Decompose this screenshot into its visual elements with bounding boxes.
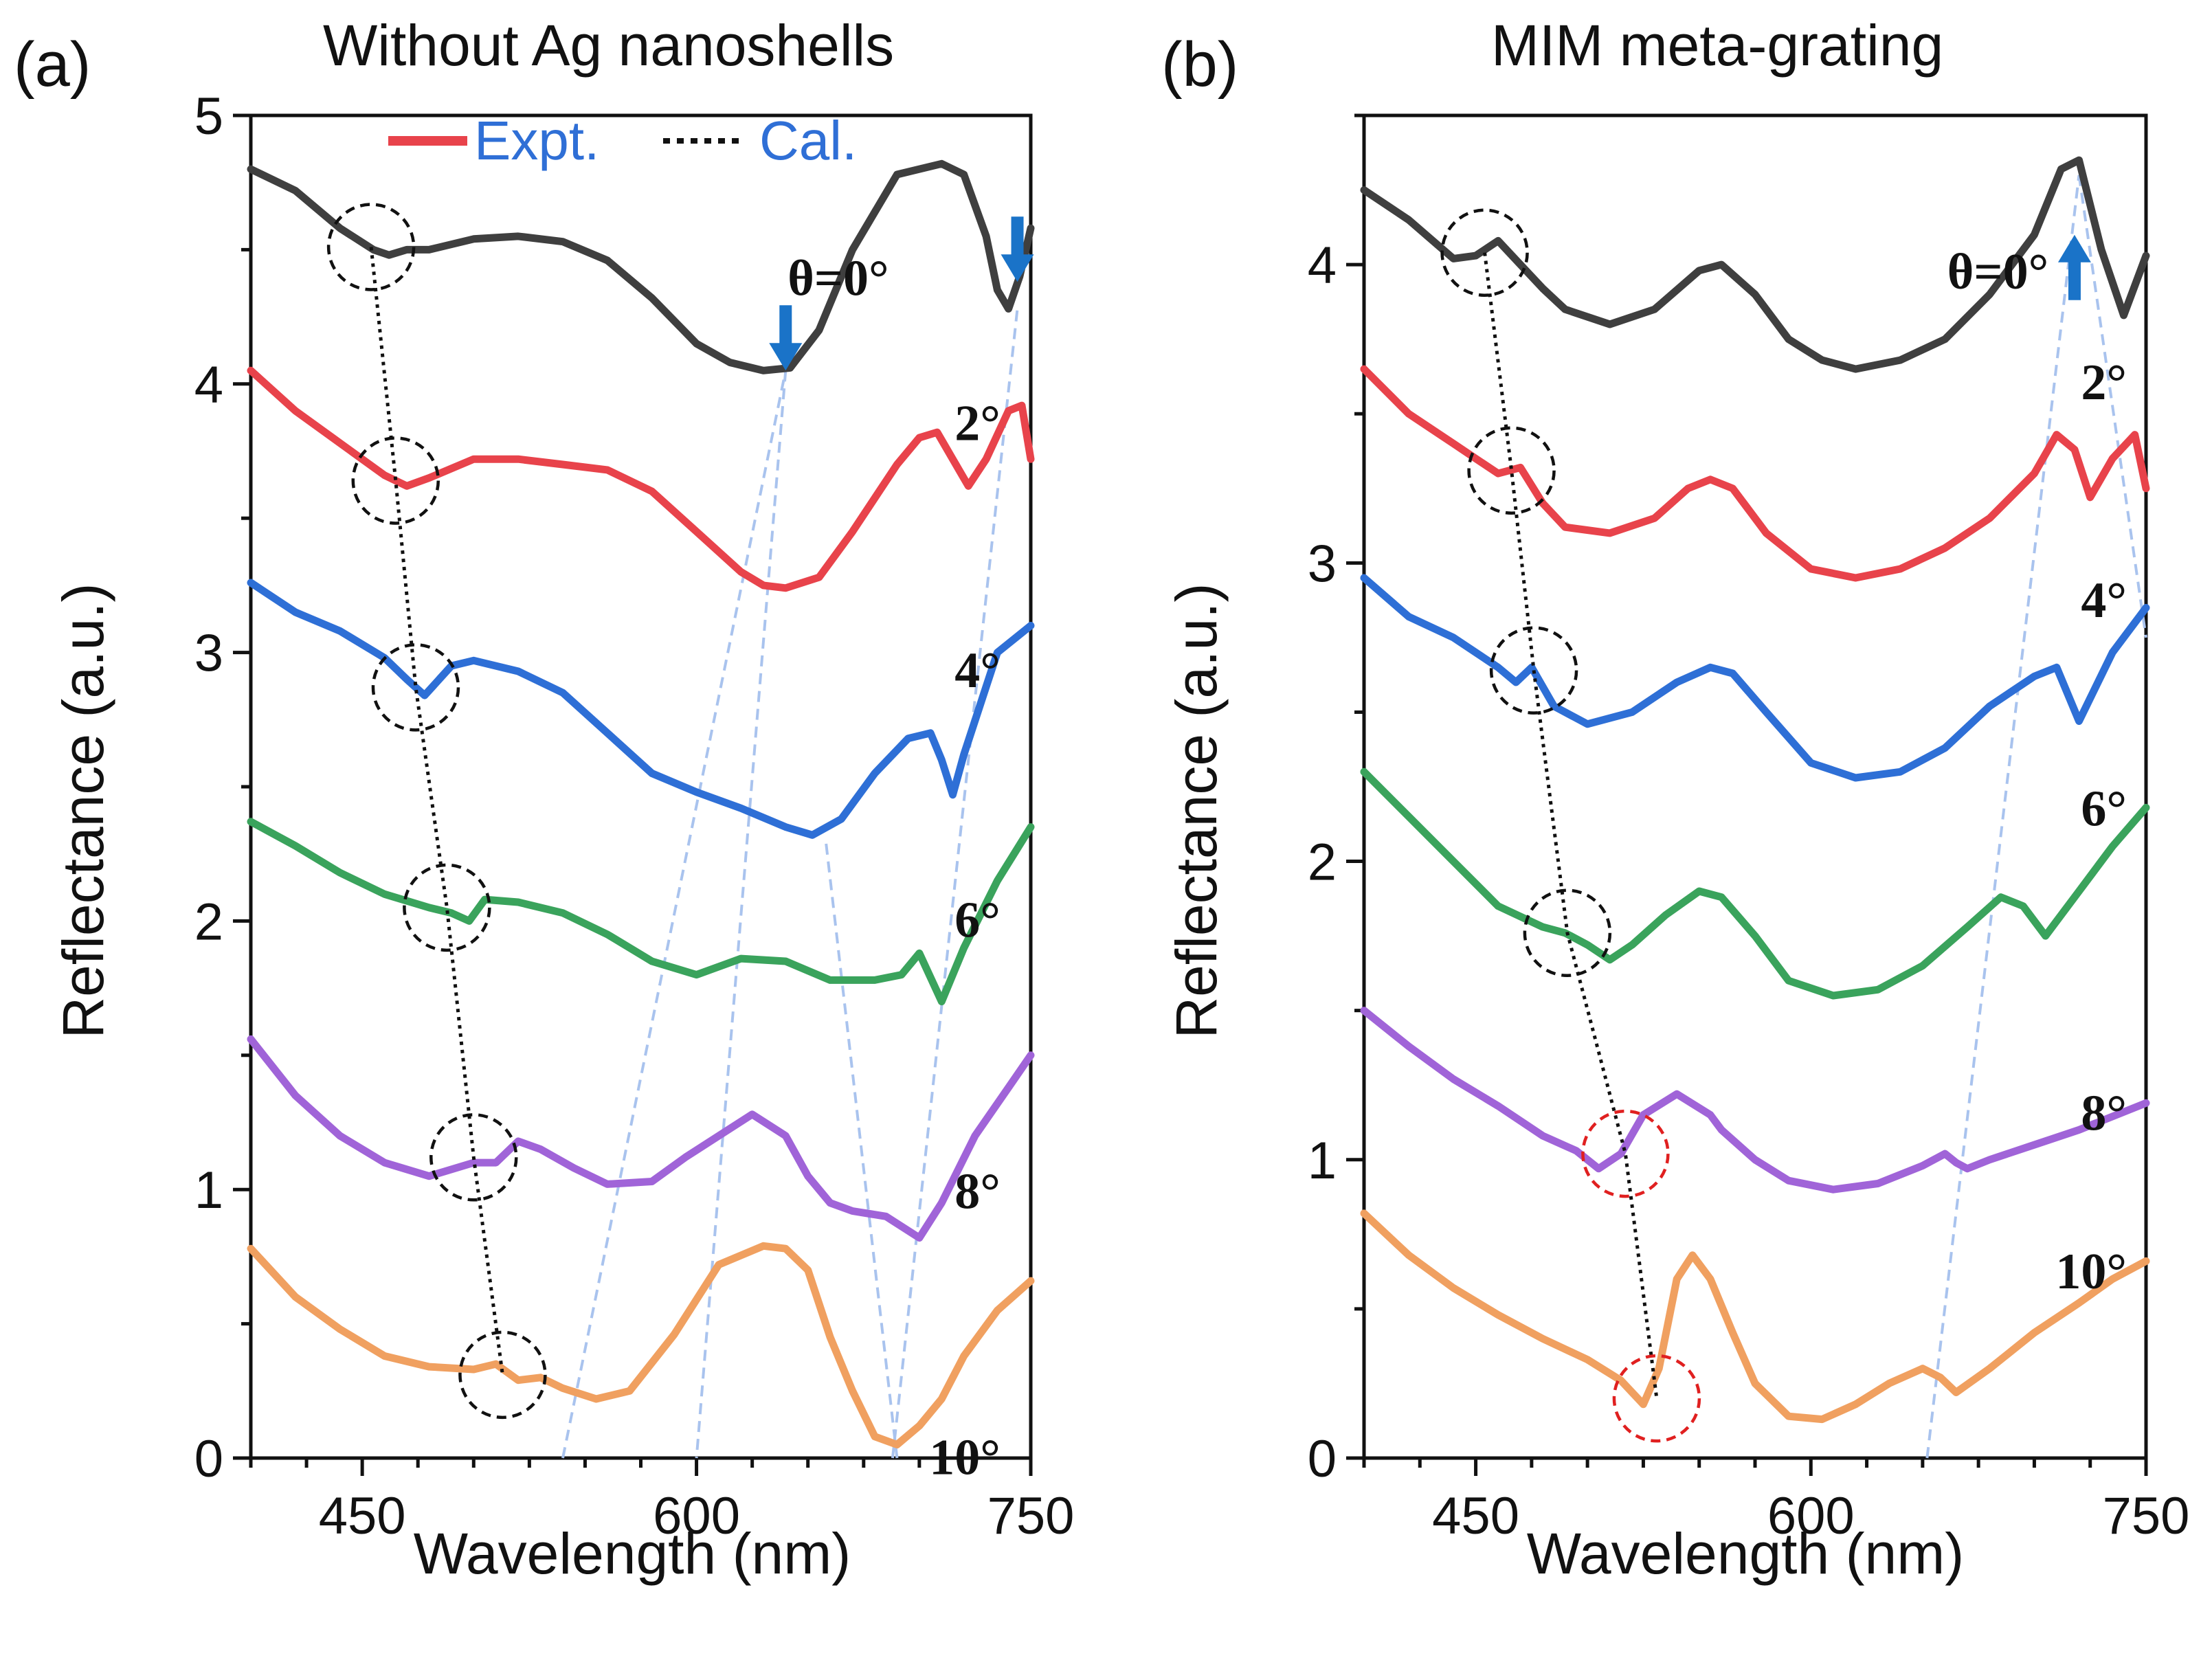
panel-b-ylabel: Reflectance (a.u.) [1164,583,1229,1039]
angle-label-a-0: θ=0° [787,251,889,307]
tracking-line-b-1 [2077,175,2147,638]
angle-label-b-0: θ=0° [1947,244,2048,300]
y-tick-label-a: 0 [194,1430,223,1488]
panel-a-title: Without Ag nanoshells [323,13,894,78]
legend: Expt. Cal. [388,110,857,171]
y-tick-label-a: 5 [194,87,223,146]
legend-expt-label: Expt. [474,110,599,171]
feature-circle-b-4 [1581,1109,1670,1198]
angle-label-b-3: 6° [2081,781,2127,838]
tracking-line-a-3 [824,840,899,1459]
panel-b-label: (b) [1161,30,1238,100]
x-tick-label-b: 750 [2103,1487,2190,1545]
y-tick-label-a: 3 [194,625,223,683]
angle-label-a-1: 2° [954,396,1001,452]
series-line-a-5 [247,1242,1035,1448]
series-line-a-3 [247,818,1035,1006]
x-tick-label-a: 600 [653,1487,740,1545]
angle-label-b-5: 10° [2055,1244,2127,1300]
y-tick-label-a: 2 [194,893,223,951]
y-tick-label-b: 2 [1308,833,1337,892]
series-line-b-4 [1360,1007,2150,1194]
feature-circle-b-3 [1523,888,1612,978]
tracking-line-a-2 [891,309,1019,1459]
legend-cal-label: Cal. [759,110,857,171]
feature-circle-a-5 [458,1330,547,1420]
panel-b-title: MIM meta-grating [1491,13,1943,78]
x-tick-label-a: 450 [319,1487,406,1545]
series-line-b-5 [1360,1209,2150,1424]
angle-label-b-1: 2° [2081,355,2127,411]
panel-b: (b) MIM meta-grating 450 600 750 0 1 2 3 4 θ=0° 2… [1161,13,2189,1586]
panel-a-plot: 450 600 750 0 1 2 3 4 5 θ=0° 2° 4° 6° 8° 10° [194,87,1075,1545]
y-tick-label-a: 1 [194,1161,223,1220]
series-line-b-0 [1360,156,2150,373]
series-line-a-2 [247,579,1035,839]
series-line-b-2 [1360,574,2150,782]
x-tick-label-b: 600 [1767,1487,1855,1545]
feature-circle-a-4 [429,1113,518,1202]
angle-label-a-3: 6° [954,893,1001,949]
panel-a-xlabel: Wavelength (nm) [414,1521,851,1586]
angle-label-a-4: 8° [954,1163,1001,1220]
series-line-a-1 [247,366,1035,592]
feature-circle-b-5 [1612,1354,1701,1443]
arrow-down-icon-a-1 [1001,216,1034,282]
angle-label-b-4: 8° [2081,1086,2127,1142]
feature-circle-a-0 [326,203,416,291]
x-tick-label-b: 450 [1432,1487,1519,1545]
feature-circle-a-3 [403,863,491,952]
feature-circle-a-2 [371,643,460,732]
y-tick-label-b: 4 [1308,236,1337,295]
panel-a: (a) Without Ag nanoshells 450 600 75001234… [14,13,1074,1586]
series-line-a-4 [247,1035,1035,1242]
panel-a-ylabel: Reflectance (a.u.) [51,583,115,1039]
feature-circle-b-0 [1440,208,1529,297]
y-tick-label-b: 1 [1308,1132,1337,1190]
panel-b-xlabel: Wavelength (nm) [1527,1521,1964,1586]
feature-circle-b-1 [1467,426,1556,515]
plot-frame-b [1362,113,2148,1460]
x-tick-label-a: 750 [987,1487,1075,1545]
feature-circle-b-2 [1489,626,1578,715]
angle-label-a-5: 10° [929,1429,1001,1486]
series-line-b-3 [1360,768,2150,1000]
feature-circle-a-1 [351,436,440,525]
panel-b-plot: 450 600 750 0 1 2 3 4 θ=0° 2° 4° 6° 8° 10° [1308,113,2190,1545]
angle-label-b-2: 4° [2081,572,2127,629]
y-tick-label-b: 3 [1308,535,1337,593]
tracking-line-a-0 [561,370,787,1459]
arrow-down-icon-a-0 [769,305,803,371]
y-tick-label-a: 4 [194,356,223,414]
y-tick-label-b: 0 [1308,1430,1337,1488]
series-line-a-0 [247,159,1035,374]
tracking-line-a-1 [695,370,787,1459]
panel-a-label: (a) [14,30,91,100]
arrow-up-icon-b-0 [2057,234,2091,300]
angle-label-a-2: 4° [954,642,1001,699]
series-line-b-1 [1360,365,2150,582]
feature-track-line-b [1483,252,1659,1399]
feature-track-line-a [369,247,504,1376]
tracking-line-b-0 [1925,175,2081,1459]
